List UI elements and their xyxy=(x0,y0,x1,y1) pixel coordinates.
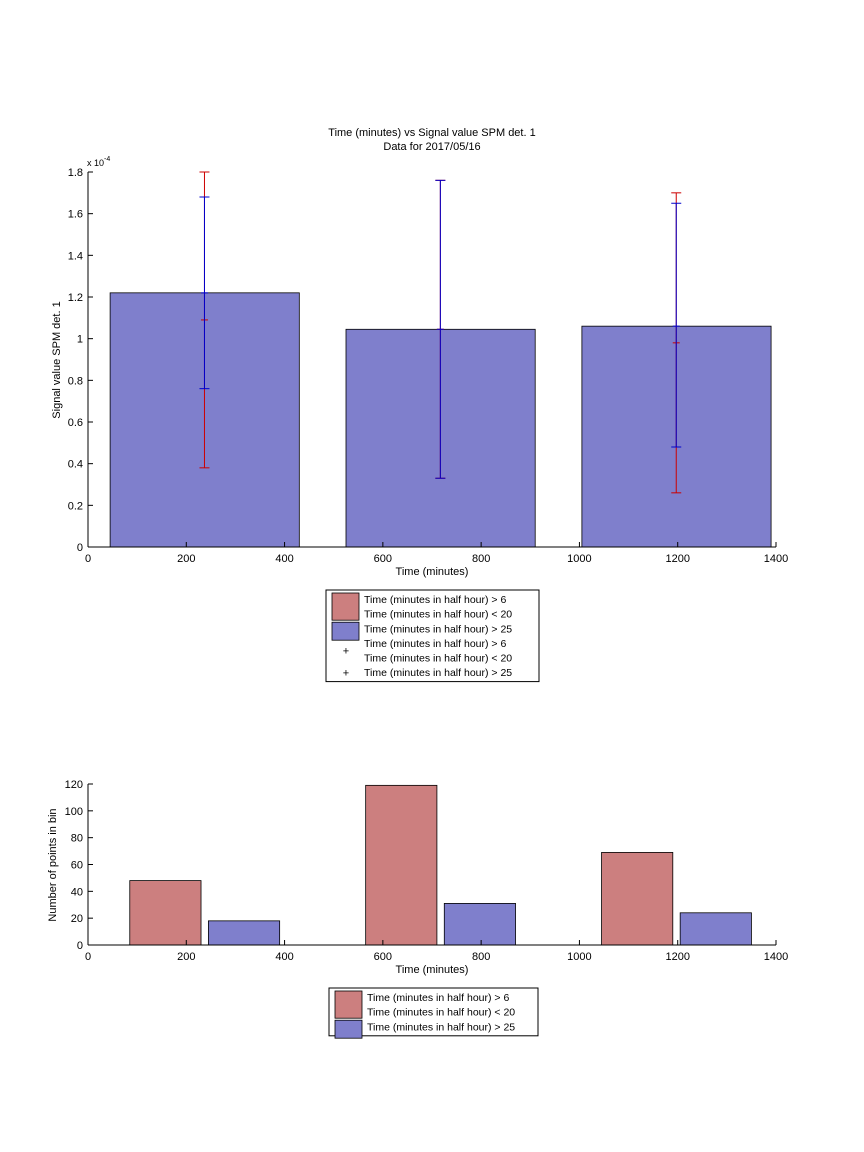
chart1-x-tick-label-5: 1000 xyxy=(567,553,591,565)
chart1-legend-marker-3: + xyxy=(343,667,349,679)
chart2-bar-5 xyxy=(679,912,752,946)
chart2-legend-swatch-0 xyxy=(334,990,363,1019)
chart1-legend-label-2-1: Time (minutes in half hour) < 20 xyxy=(364,653,512,665)
chart1-x-tick-label-6: 1200 xyxy=(665,553,689,565)
chart1-y-tick-label-2: 0.4 xyxy=(68,459,83,471)
chart1-title: Time (minutes) vs Signal value SPM det. … xyxy=(328,127,535,139)
chart2-legend: Time (minutes in half hour) > 6 Time (min… xyxy=(328,987,539,1039)
chart1-x-tick-label-2: 400 xyxy=(275,553,293,565)
chart1-legend-swatch-1 xyxy=(331,621,360,641)
chart2-legend-label-0-0: Time (minutes in half hour) > 6 xyxy=(367,992,509,1004)
chart1-x-tick-label-4: 800 xyxy=(472,553,490,565)
chart1-legend-label-1-0: Time (minutes in half hour) > 25 xyxy=(364,623,512,635)
chart1-legend-marker-2: + xyxy=(343,645,349,657)
chart1-y-tick-label-6: 1.2 xyxy=(68,292,83,304)
chart1-legend-label-2-0: Time (minutes in half hour) > 6 xyxy=(364,638,506,650)
chart1-x-tick-label-1: 200 xyxy=(177,553,195,565)
chart2-y-tick-label-0: 0 xyxy=(77,940,83,952)
chart1-y-tick-label-0: 0 xyxy=(77,542,83,554)
chart2-y-tick-label-6: 120 xyxy=(65,779,83,791)
chart1-subtitle: Data for 2017/05/16 xyxy=(383,141,480,153)
chart1-legend-swatch-0 xyxy=(331,592,360,621)
chart2-y-tick-label-5: 100 xyxy=(65,806,83,818)
chart2-legend-label-0-1: Time (minutes in half hour) < 20 xyxy=(367,1007,515,1019)
chart2-y-axis-label: Number of points in bin xyxy=(47,808,59,921)
chart1-y-tick-label-4: 0.8 xyxy=(68,375,83,387)
chart1-legend-label-0-0: Time (minutes in half hour) > 6 xyxy=(364,594,506,606)
chart1-x-tick-label-7: 1400 xyxy=(764,553,788,565)
chart2-legend-label-1-0: Time (minutes in half hour) > 25 xyxy=(367,1021,515,1033)
chart1-x-tick-label-0: 0 xyxy=(85,553,91,565)
chart1-y-tick-label-1: 0.2 xyxy=(68,500,83,512)
chart1-errorbar-3 xyxy=(435,179,446,479)
chart2-x-tick-label-3: 600 xyxy=(374,951,392,963)
chart2-y-tick-label-3: 60 xyxy=(71,860,83,872)
chart1-errorbar-5 xyxy=(671,202,682,448)
chart2-x-tick-label-6: 1200 xyxy=(665,951,689,963)
chart2-bar-2 xyxy=(365,784,438,946)
chart2-x-axis-label: Time (minutes) xyxy=(396,964,469,976)
chart1-x-axis-label: Time (minutes) xyxy=(396,566,469,578)
chart2-bar-4 xyxy=(601,852,674,946)
chart1-errorbar-1 xyxy=(199,196,210,390)
chart2-x-tick-label-5: 1000 xyxy=(567,951,591,963)
chart2-x-tick-label-7: 1400 xyxy=(764,951,788,963)
chart1-legend-label-0-1: Time (minutes in half hour) < 20 xyxy=(364,609,512,621)
chart2-y-tick-label-4: 80 xyxy=(71,833,83,845)
chart1-y-exponent: x 10-4 xyxy=(87,156,110,168)
chart1-y-tick-label-7: 1.4 xyxy=(68,250,83,262)
chart1-y-axis-label: Signal value SPM det. 1 xyxy=(51,301,63,418)
chart2-legend-box xyxy=(328,987,539,1037)
chart1-y-tick-label-5: 1 xyxy=(77,334,83,346)
chart1: 0 200 400 600 800 1000 1200 1400 0 0.2 0.4 0.6 0.8 1 1… xyxy=(68,167,788,683)
chart1-legend-label-3-0: Time (minutes in half hour) > 25 xyxy=(364,667,512,679)
chart2-x-tick-label-2: 400 xyxy=(275,951,293,963)
chart1-y-tick-label-3: 0.6 xyxy=(68,417,83,429)
chart2: 0 200 400 600 800 1000 1200 1400 0 20 40 60 80 100 120… xyxy=(65,779,788,1039)
chart2-bar-0 xyxy=(129,880,202,946)
chart1-legend: Time (minutes in half hour) > 6 Time (min… xyxy=(325,589,540,683)
chart2-x-tick-label-1: 200 xyxy=(177,951,195,963)
chart2-legend-swatch-1 xyxy=(334,1019,363,1039)
chart1-legend-box xyxy=(325,589,540,683)
chart2-bar-3 xyxy=(443,903,516,946)
chart1-x-tick-label-3: 600 xyxy=(374,553,392,565)
chart2-x-tick-label-4: 800 xyxy=(472,951,490,963)
chart2-y-tick-label-2: 40 xyxy=(71,886,83,898)
chart2-x-tick-label-0: 0 xyxy=(85,951,91,963)
chart2-y-tick-label-1: 20 xyxy=(71,913,83,925)
chart1-y-tick-label-8: 1.6 xyxy=(68,209,83,221)
chart2-bar-1 xyxy=(207,920,281,946)
chart1-y-tick-label-9: 1.8 xyxy=(68,167,83,179)
